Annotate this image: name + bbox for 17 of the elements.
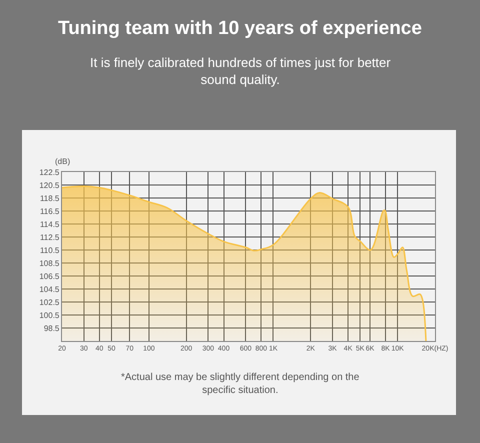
chart-title: Tuning team with 10 years of experience (58, 18, 422, 39)
y-tick-label: 102.5 (39, 298, 60, 307)
chart-subtitle: It is finely calibrated hundreds of times just for better sound quality. (90, 55, 392, 87)
y-tick-label: 112.5 (40, 232, 60, 242)
y-tick-label: 122.5 (39, 168, 60, 177)
y-tick-label: 106.5 (39, 272, 60, 281)
y-axis-title: (dB) (55, 157, 70, 166)
y-tick-label: 110.5 (40, 246, 60, 255)
text: *Actual use may be slightly different depending on the specific situation. (121, 372, 360, 396)
y-tick-label: 104.5 (39, 284, 60, 294)
y-tick-label: 100.5 (39, 310, 60, 320)
y-tick-label: 98.5 (44, 324, 60, 333)
y-tick-label: 120.5 (39, 180, 60, 190)
y-tick-label: 114.5 (40, 220, 60, 229)
y-tick-label: 118.5 (40, 194, 60, 203)
y-tick-label: 116.5 (40, 206, 60, 216)
y-tick-label: 108.5 (39, 258, 60, 268)
